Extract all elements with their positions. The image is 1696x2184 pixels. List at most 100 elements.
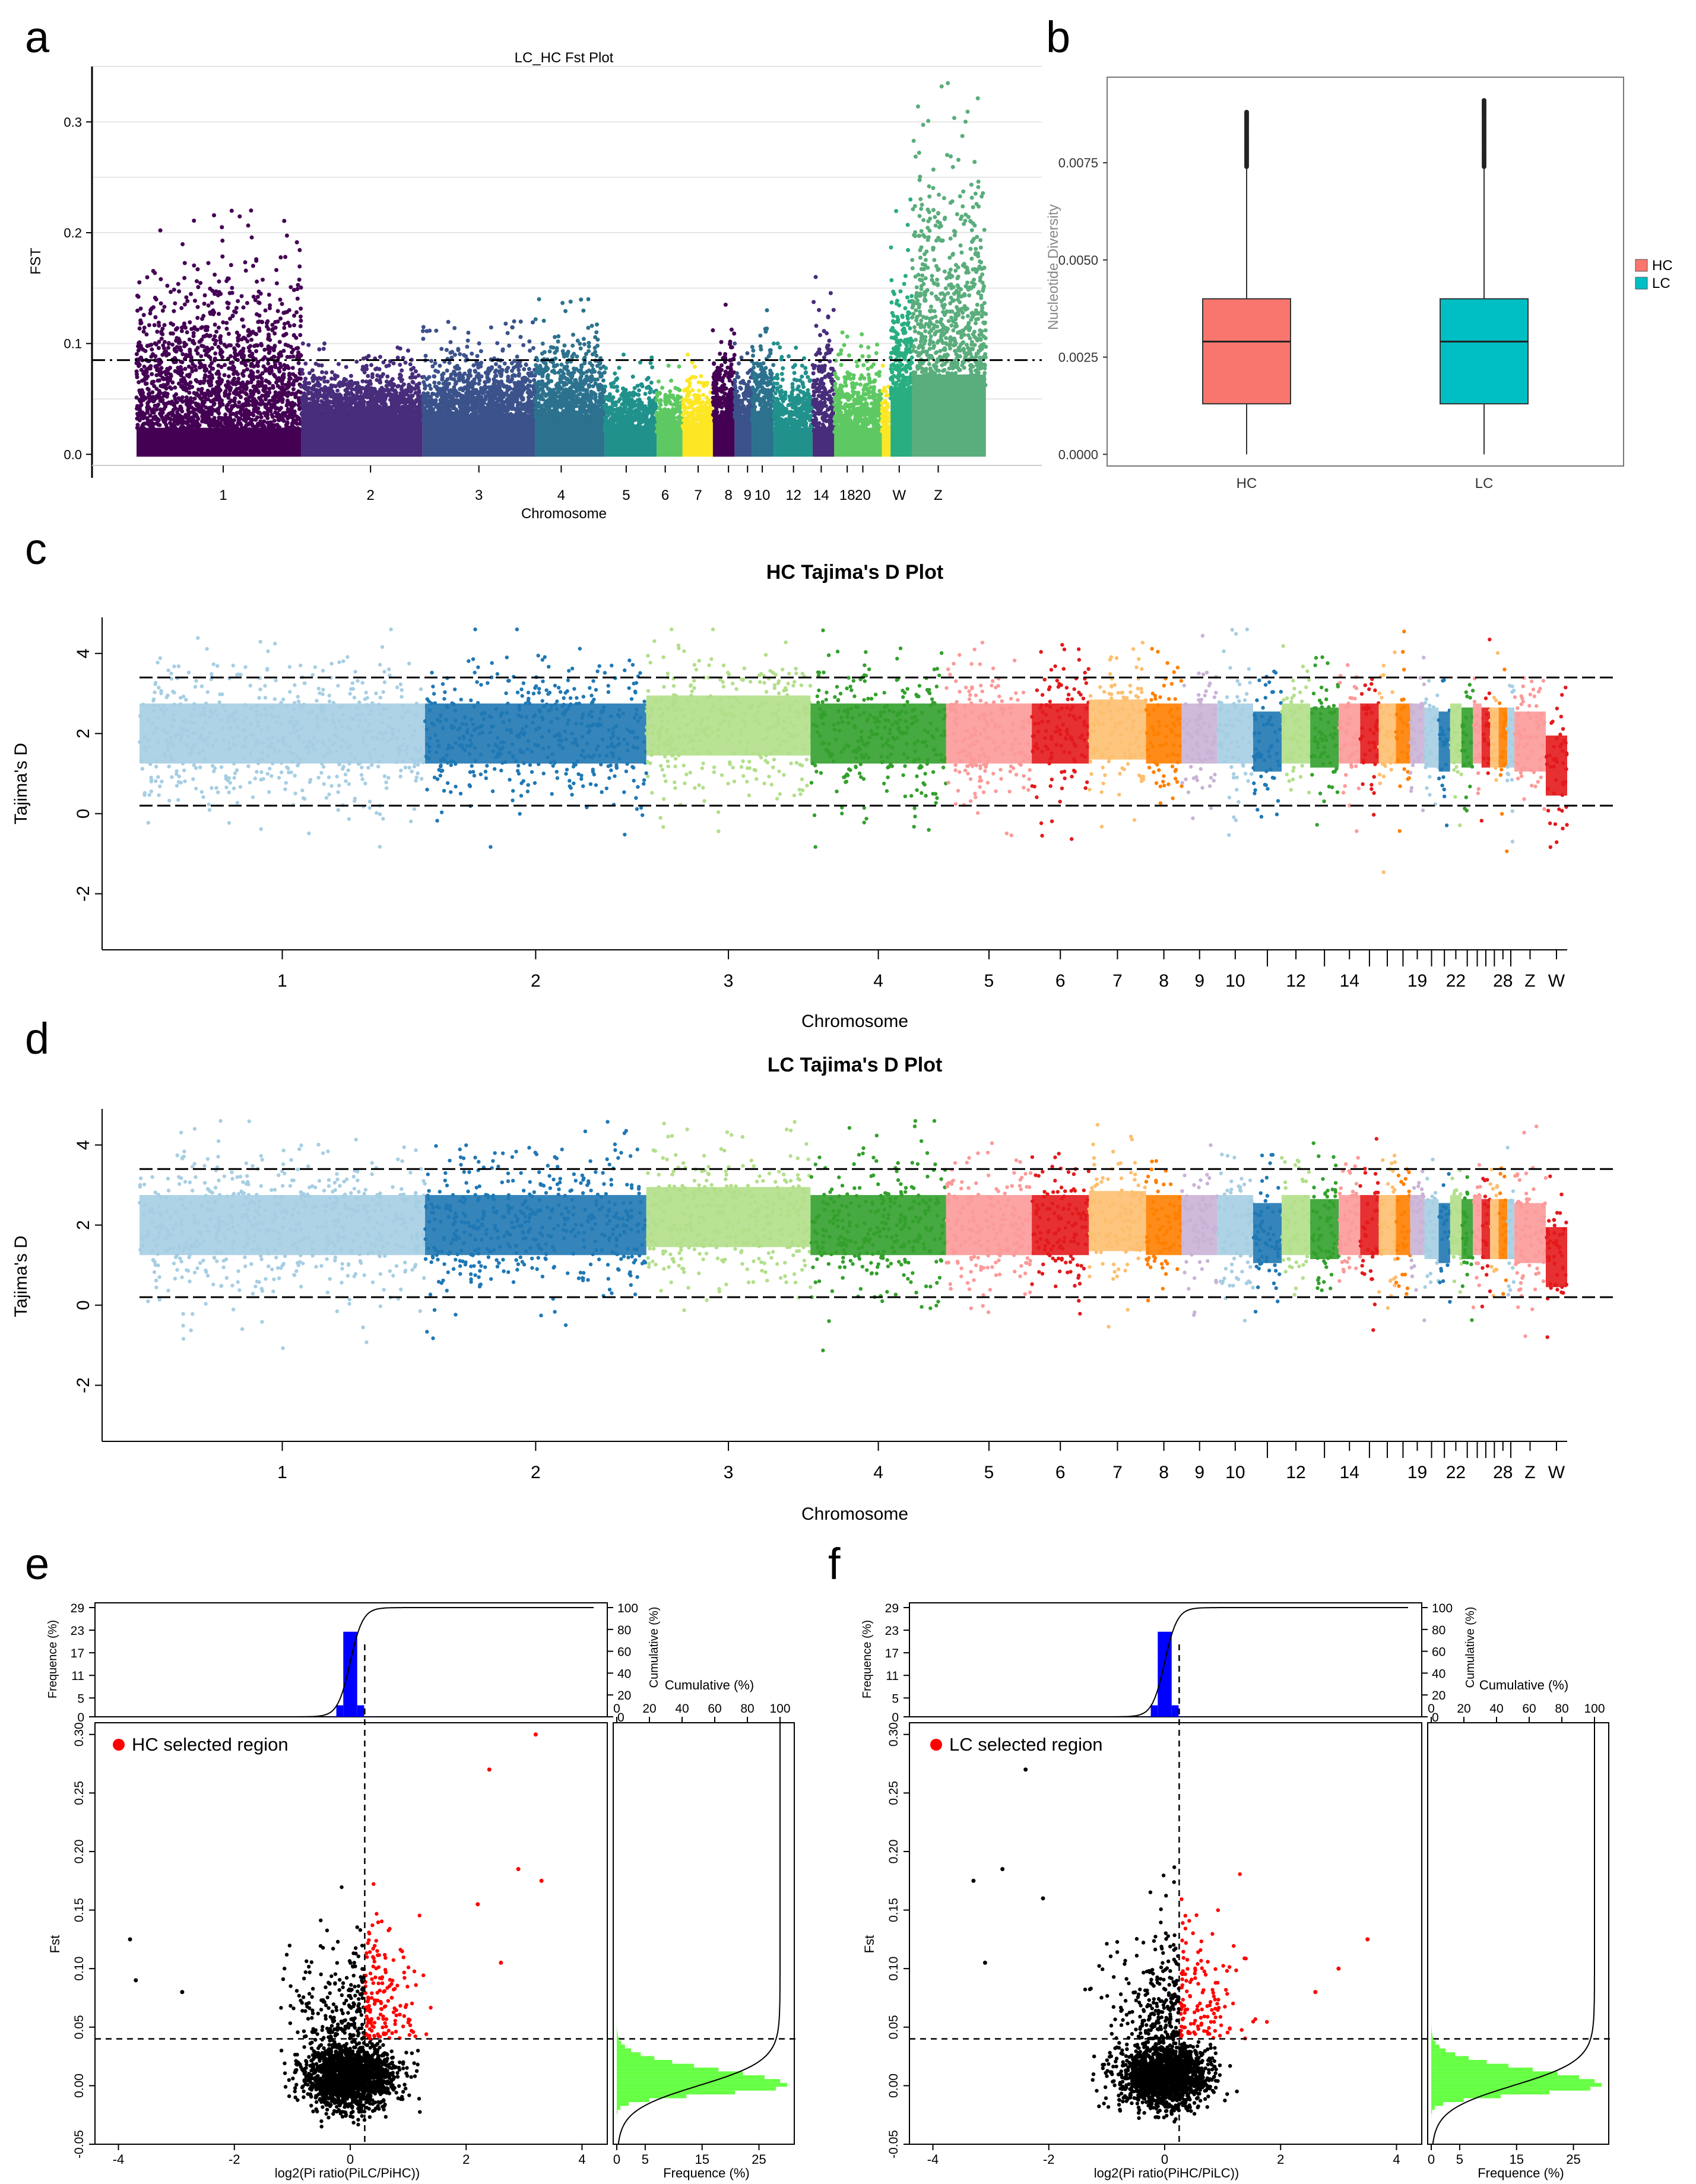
panel-a-point [205,328,210,332]
panel-a-point [269,366,274,370]
panel-a-point [266,408,271,413]
panel-a-point [186,364,191,369]
panel-a-point [206,348,211,353]
panel-a-point [427,394,432,399]
panel-a-point [545,374,550,379]
panel-a-point [156,429,160,434]
panel-a-point [192,407,196,411]
panel-a-point [410,375,415,380]
panel-a-point [370,375,375,379]
panel-a-point [594,330,599,335]
panel-a-point [519,406,524,411]
panel-a-point [179,370,184,375]
panel-a-point [538,369,543,373]
panel-a-point [167,385,172,390]
panel-a-point [420,329,425,334]
panel-a-point [273,363,278,367]
panel-a-point [207,370,212,375]
panel-a-point [427,383,432,388]
panel-a-point [141,329,146,334]
panel-a-point [303,362,308,366]
panel-a-point [230,421,235,426]
panel-a-point [587,344,591,349]
panel-a-point [477,381,481,386]
panel-a-point [499,370,504,375]
panel-a-point [430,417,435,422]
panel-a-point [493,370,497,375]
panel-a-point [188,396,193,401]
panel-a-point [478,408,483,413]
panel-a-point [182,261,187,265]
panel-a-point [183,387,188,392]
panel-a-point [245,300,249,305]
panel-a-point [248,388,253,393]
panel-a-point [150,390,155,395]
panel-a-point [291,287,296,292]
panel-a-point [157,423,162,427]
panel-a-point [474,401,479,406]
panel-a-point [175,369,179,374]
panel-a-point [392,414,397,419]
panel-a-point [521,379,525,383]
panel-a-point [214,289,218,294]
panel-a-point [272,354,277,359]
panel-a-point [284,233,289,238]
panel-a-point [241,373,246,378]
panel-a-point [194,279,199,284]
panel-a-point [277,396,282,401]
panel-a-point [223,363,227,367]
panel-a-point [528,348,532,353]
panel-a-point [424,416,429,421]
panel-a-point [525,377,530,382]
panel-a-point [251,413,256,418]
panel-a-point [486,394,491,398]
panel-a-point [586,297,591,302]
panel-a-point [268,371,272,376]
panel-a-point [515,391,520,395]
panel-a-point [190,421,195,426]
panel-letter-e: e [25,1539,49,1589]
panel-a-point [380,418,385,423]
panel-a-point [260,371,265,376]
panel-a-point [234,424,239,429]
panel-a-point [248,353,252,358]
panel-a-point [187,410,192,415]
panel-a-point [413,418,418,423]
panel-a-point [220,238,225,243]
panel-a-point [484,405,489,410]
panel-a-point [468,394,473,398]
panel-a-point [462,386,467,391]
panel-a-point [153,341,157,345]
panel-a-point [436,391,440,396]
panel-a-point [578,376,583,381]
panel-a-point [360,402,365,407]
panel-a-point [512,418,517,423]
panel-a-point [572,415,576,420]
panel-a-point [449,404,454,408]
panel-a-point [495,341,500,345]
panel-a-point [217,416,221,420]
panel-a-point [364,385,369,389]
panel-a-point [195,267,200,272]
panel-a-point [252,388,257,392]
panel-a-point [433,400,438,404]
panel-a-point [540,395,544,400]
panel-a-point [187,391,192,395]
panel-a-point [476,417,481,422]
panel-a-point [562,343,567,348]
panel-a-point [395,408,400,413]
panel-a-point [195,305,200,309]
panel-a-point [202,379,207,383]
panel-a-point [506,407,511,412]
panel-a-point [246,223,251,228]
panel-a-point [211,312,215,316]
panel-a-point [533,317,538,322]
panel-a-point [416,373,421,378]
panel-a-point [173,385,177,390]
panel-a-point [182,302,187,307]
panel-a-point [145,374,150,379]
panel-a-point [138,306,143,311]
panel-a-point [275,377,280,382]
panel-a-point [584,388,588,392]
panel-a-point [170,411,175,416]
